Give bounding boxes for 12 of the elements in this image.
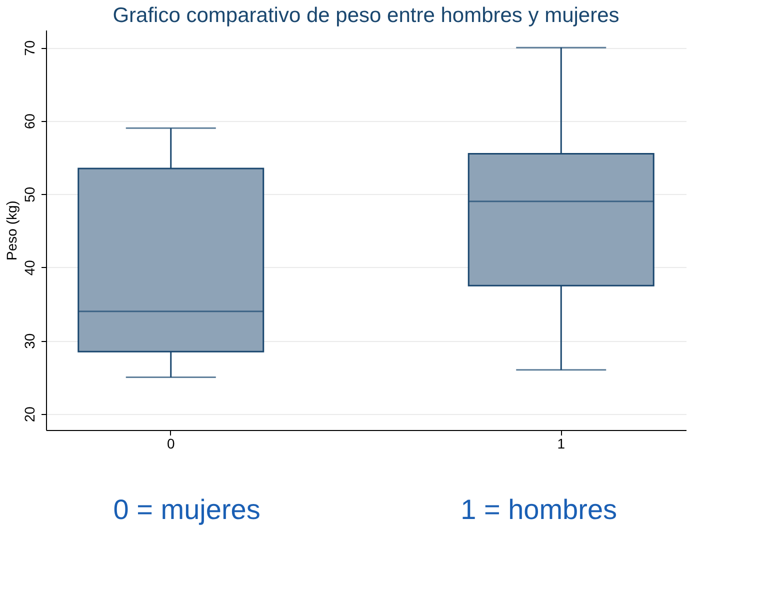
- y-tick-label: 60: [22, 113, 38, 130]
- y-tick-label: 20: [22, 406, 38, 422]
- y-tick-label: 70: [22, 40, 38, 56]
- chart-title: Grafico comparativo de peso entre hombres y mujeres: [112, 4, 620, 27]
- x-tick-label: 0: [166, 436, 175, 452]
- y-tick-label: 50: [22, 186, 38, 202]
- text: 1 = hombres: [460, 494, 618, 525]
- y-tick-label: 30: [22, 333, 38, 349]
- y-axis-title: Peso (kg): [4, 200, 20, 260]
- y-tick-label: 40: [22, 260, 38, 276]
- text: 0 = mujeres: [113, 494, 260, 525]
- x-tick-label: 1: [557, 436, 566, 452]
